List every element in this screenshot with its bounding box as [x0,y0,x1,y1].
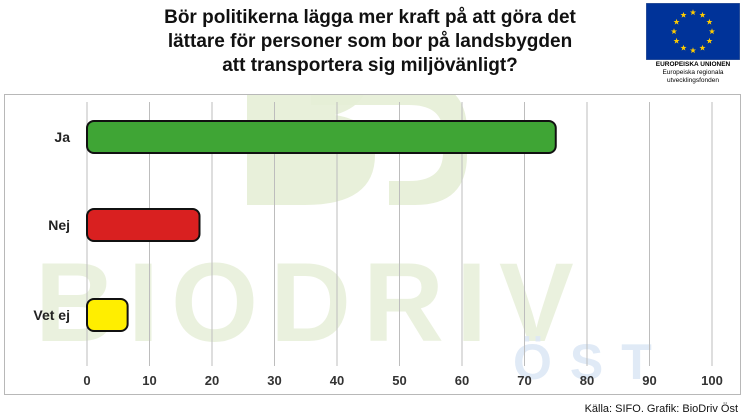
x-tick-label-90: 90 [642,373,656,388]
eu-star-11 [673,18,680,25]
eu-star-10 [670,28,678,35]
eu-star-9 [673,37,680,44]
eu-star-12 [680,11,687,18]
biodriv-watermark-sub: ÖST [513,334,670,390]
chart-panel: BIODRIV ÖST [4,94,741,395]
chart-title: Bör politikerna lägga mer kraft på att g… [120,6,620,78]
eu-star-5 [706,37,713,44]
chart-category-labels: Ja Nej Vet ej [33,129,70,323]
x-tick-label-100: 100 [701,373,723,388]
chart-tick-labels: 0 10 20 30 40 50 60 70 80 90 100 [83,373,722,388]
x-tick-label-50: 50 [392,373,406,388]
bar-vet-ej [86,298,129,332]
bar-nej [86,208,201,242]
eu-flag-icon [646,3,740,60]
x-tick-label-10: 10 [142,373,156,388]
category-label-nej: Nej [48,217,70,233]
bar-ja [86,120,557,154]
chart-bars [86,120,557,332]
x-tick-label-30: 30 [267,373,281,388]
eu-star-3 [706,18,713,25]
eu-star-1 [689,9,697,16]
eu-star-8 [680,44,687,51]
x-tick-label-80: 80 [580,373,594,388]
eu-stars [670,9,716,54]
eu-star-6 [699,44,706,51]
chart-title-line-3: att transportera sig miljövänligt? [222,55,518,76]
chart-title-line-2: lättare för personer som bor på landsbyg… [167,31,573,52]
eu-star-2 [699,11,706,18]
eu-fund-line-2: utvecklingsfonden [666,77,720,84]
eu-fund-line-1: Europeiska regionala [662,69,724,76]
x-tick-label-60: 60 [455,373,469,388]
x-tick-label-0: 0 [83,373,90,388]
chart-title-line-1: Bör politikerna lägga mer kraft på att g… [164,7,576,28]
eu-logo: EUROPEISKA UNIONEN Europeiska regionala … [643,2,743,92]
eu-star-7 [689,47,697,54]
x-tick-label-70: 70 [517,373,531,388]
biodriv-watermark: BIODRIV ÖST [35,95,670,390]
x-tick-label-40: 40 [330,373,344,388]
eu-union-name: EUROPEISKA UNIONEN [655,61,731,68]
eu-fund-name: Europeiska regionala utvecklingsfonden [643,69,743,85]
bar-chart: Ja Nej Vet ej 0 10 20 30 40 50 60 70 80 90 100 [33,102,723,388]
category-label-ja: Ja [54,129,70,145]
x-tick-label-20: 20 [205,373,219,388]
category-label-vet-ej: Vet ej [33,307,70,323]
source-credit: Källa: SIFO. Grafik: BioDriv Öst [584,403,738,415]
eu-star-4 [708,28,716,35]
